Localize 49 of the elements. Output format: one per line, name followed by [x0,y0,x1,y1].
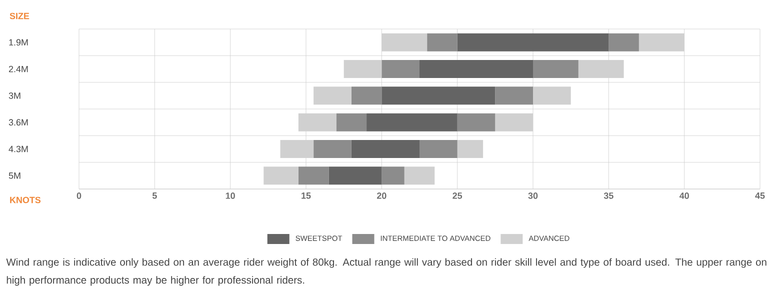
bar [427,33,458,52]
bar [578,60,624,78]
x-tick-label: 40 [679,192,689,199]
y-tick-label: 5M [8,172,20,179]
x-axis-title: KNOTS [10,196,41,204]
bar [314,140,352,158]
bar [382,33,428,52]
bar [351,140,420,158]
x-tick-label: 5 [152,192,157,199]
bar [351,86,382,105]
bar [382,60,420,78]
x-tick-label: 45 [755,192,765,199]
y-axis-title: SIZE [10,12,30,20]
y-tick-label: 3M [8,92,20,99]
y-tick-label: 1.9M [9,39,28,46]
x-tick-label: 35 [604,192,614,199]
bar [328,166,382,185]
bar [404,166,435,185]
y-tick-label: 2.4M [8,66,28,72]
x-tick-label: 25 [452,192,462,199]
bar [608,33,639,52]
bar [533,60,578,78]
y-tick-label: 3.6M [8,119,28,126]
bar [457,140,484,158]
bar [495,86,534,105]
x-tick-label: 0 [76,192,82,199]
bar [264,166,298,185]
bar [336,113,367,132]
bar [420,140,458,158]
x-tick-label: 20 [376,192,386,199]
bar [638,33,684,52]
x-tick-label: 15 [302,192,311,199]
bar [382,86,496,105]
bar [298,113,336,132]
bar [382,166,404,185]
bar [420,60,534,78]
bar [366,113,458,132]
x-tick-label: 30 [528,192,538,199]
y-tick-label: 4.3M [8,146,28,152]
x-tick-label: 10 [226,192,235,199]
bar [495,113,534,132]
bar [457,33,609,52]
bar [344,60,382,78]
bar [533,86,571,105]
bar [298,166,329,185]
bar [457,113,496,132]
bar [280,140,314,158]
text: Wind range is indicative only based on an average rider weight of 80kg. Actual range will vary based on rider skill level and type of board used. The upper range on high performance products may be higher for professional riders. [6,258,766,286]
bar [314,86,352,105]
